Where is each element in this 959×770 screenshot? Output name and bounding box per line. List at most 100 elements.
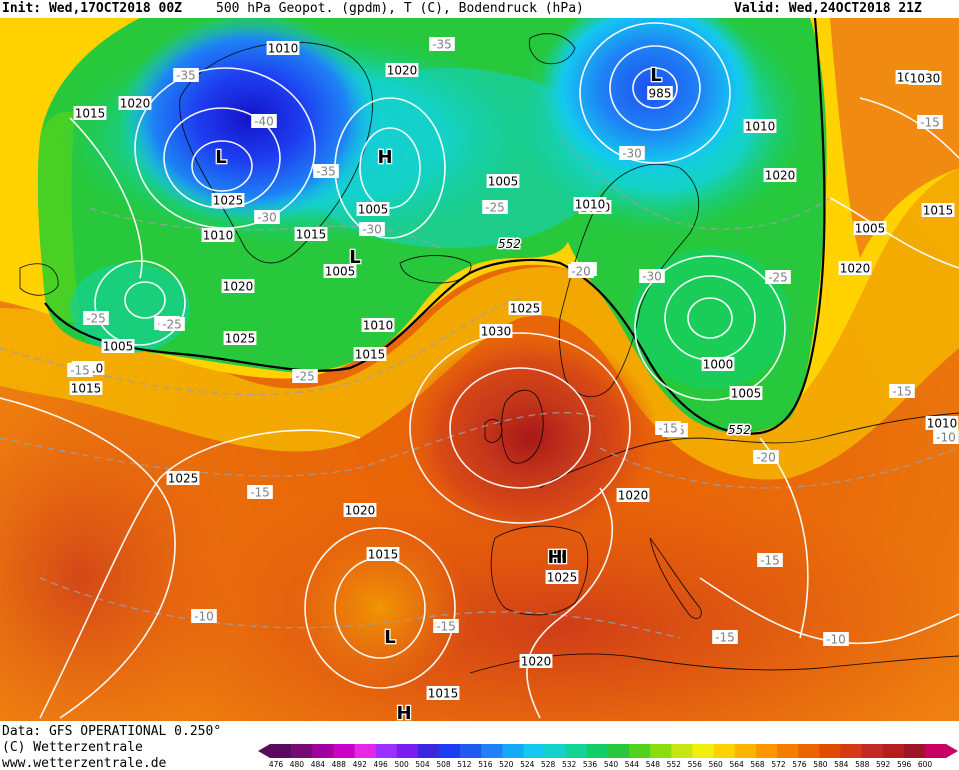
temperature-label: -40 — [254, 115, 274, 129]
legend-swatch — [460, 744, 482, 758]
legend-swatch — [417, 744, 440, 758]
pressure-label: 1020 — [387, 64, 418, 78]
high-pressure-marker: H — [377, 147, 392, 168]
weather-map: 1010 1020 1015 1020 1030 1025 1005 1010 1005 1015… — [0, 18, 959, 721]
website-link[interactable]: www.wetterzentrale.de — [2, 756, 167, 770]
pressure-label-bg — [838, 261, 872, 275]
legend-tick-label: 544 — [625, 760, 640, 769]
legend-swatch — [650, 744, 672, 758]
pressure-label-bg — [361, 318, 395, 332]
temperature-label: -35 — [432, 38, 452, 52]
temperature-label-bg — [247, 485, 273, 499]
legend-tick-label: 532 — [562, 760, 577, 769]
high-pressure-marker: H — [552, 547, 567, 568]
pressure-label-bg — [616, 488, 650, 502]
legend-arrow-left — [258, 744, 270, 758]
pressure-label: 1005 — [855, 222, 886, 236]
pressure-label-bg — [211, 193, 245, 207]
high-pressure-marker: H — [396, 703, 411, 721]
temperature-label-bg — [482, 200, 508, 214]
pressure-label-bg — [925, 416, 959, 430]
pressure-label: 1005 — [488, 175, 519, 189]
temperature-label-bg — [173, 68, 199, 82]
legend-tick-label: 480 — [290, 760, 305, 769]
pressure-label-bg — [701, 357, 735, 371]
temperature-label: -25 — [295, 370, 315, 384]
low-pressure-marker: L — [215, 147, 226, 168]
pressure-label-bg — [323, 264, 357, 278]
temperature-label-bg — [191, 609, 217, 623]
pressure-label-bg — [573, 197, 607, 211]
pressure-label-bg — [294, 227, 328, 241]
pressure-label: 1020 — [618, 489, 649, 503]
low-pressure-marker: L — [650, 65, 661, 86]
temperature-label-bg — [765, 270, 791, 284]
legend-tick-label: 508 — [436, 760, 451, 769]
pressure-label: 1010 — [363, 319, 394, 333]
legend-swatch — [713, 744, 736, 758]
legend-swatch — [755, 744, 778, 758]
legend-tick-label: 584 — [834, 760, 849, 769]
temperature-label: -25 — [485, 201, 505, 215]
pressure-label: 1030 — [481, 325, 512, 339]
pressure-label: 1015 — [75, 107, 106, 121]
pressure-label: 1005 — [358, 203, 389, 217]
legend-arrow-right — [946, 744, 958, 758]
pressure-label: 1015 — [428, 687, 459, 701]
temperature-label-bg — [254, 210, 280, 224]
pressure-label-bg — [353, 347, 387, 361]
legend-tick-label: 564 — [729, 760, 744, 769]
pressure-label: 1015 — [296, 228, 327, 242]
legend-swatch — [692, 744, 714, 758]
temperature-label: -25 — [768, 271, 788, 285]
legend-swatch — [565, 744, 588, 758]
low-pressure-marker: L — [384, 627, 395, 648]
legend-swatch — [544, 744, 567, 758]
pressure-label: 1015 — [71, 382, 102, 396]
pressure-label-bg — [763, 168, 797, 182]
temperature-label: -10 — [826, 633, 846, 647]
pressure-label-bg — [479, 324, 513, 338]
pressure-label: 1020 — [840, 262, 871, 276]
pressure-label: 1015 — [368, 548, 399, 562]
legend-tick-label: 576 — [792, 760, 807, 769]
pressure-label: 1025 — [225, 332, 256, 346]
pressure-label: 1025 — [168, 472, 199, 486]
pressure-label-bg — [343, 503, 377, 517]
pressure-label: 985 — [649, 87, 672, 101]
temperature-label-bg — [433, 619, 459, 633]
legend-swatch — [396, 744, 419, 758]
valid-time: Valid: Wed,24OCT2018 21Z — [734, 1, 922, 16]
pressure-label-bg — [519, 654, 553, 668]
legend-swatch — [671, 744, 693, 758]
pressure-label-bg — [166, 471, 200, 485]
legend-tick-label: 572 — [771, 760, 786, 769]
pressure-label: 1020 — [345, 504, 376, 518]
pressure-label: 1015 — [355, 348, 386, 362]
pressure-label-bg — [647, 86, 673, 100]
temperature-label: -15 — [715, 631, 735, 645]
temperature-label-bg — [889, 384, 915, 398]
pressure-label-bg — [69, 381, 103, 395]
temperature-label-bg — [917, 115, 943, 129]
legend-tick-label: 596 — [897, 760, 912, 769]
temperature-label: -30 — [362, 223, 382, 237]
temperature-label-bg — [639, 269, 665, 283]
temperature-label-bg — [67, 363, 93, 377]
temperature-label: -15 — [892, 385, 912, 399]
temperature-label-bg — [757, 553, 783, 567]
legend-tick-label: 504 — [415, 760, 430, 769]
legend-swatch — [523, 744, 545, 758]
legend-tick-label: 592 — [876, 760, 891, 769]
chart-header: Init: Wed,17OCT2018 00Z 500 hPa Geopot. … — [0, 0, 959, 18]
legend-tick-label: 588 — [855, 760, 870, 769]
temperature-label: -30 — [642, 270, 662, 284]
legend-tick-label: 484 — [311, 760, 326, 769]
legend-tick-label: 500 — [394, 760, 409, 769]
temperature-label-bg — [251, 114, 277, 128]
pressure-label: 1010 — [745, 120, 776, 134]
pressure-label: 1020 — [765, 169, 796, 183]
pressure-label-bg — [729, 386, 763, 400]
pressure-labels: 1010 1020 1015 1020 1030 1025 1005 1010 1005 1015… — [69, 41, 959, 701]
legend-swatch — [586, 744, 609, 758]
